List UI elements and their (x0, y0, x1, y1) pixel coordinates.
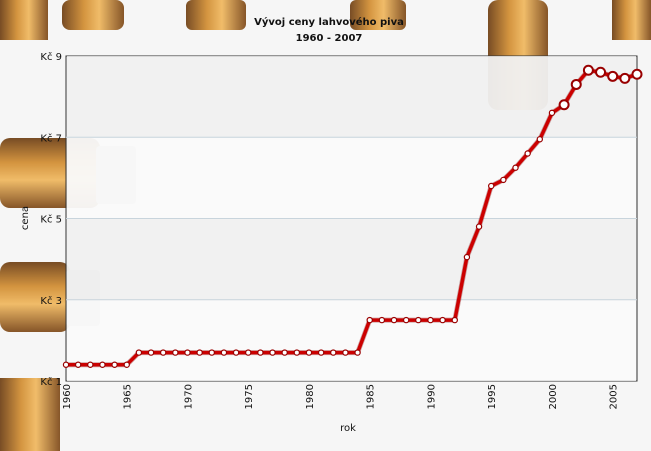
y-tick-label: Kč 1 (40, 376, 62, 388)
data-point[interactable] (330, 349, 337, 356)
data-point[interactable] (366, 316, 373, 324)
x-tick-label: 1970 (183, 384, 194, 409)
data-point[interactable] (245, 349, 252, 356)
data-point[interactable] (582, 64, 594, 76)
data-point[interactable] (451, 316, 458, 324)
data-point[interactable] (62, 361, 70, 368)
data-point[interactable] (595, 66, 607, 78)
grid-band (67, 299, 636, 381)
data-point[interactable] (220, 349, 228, 356)
data-point[interactable] (232, 349, 240, 356)
data-point[interactable] (184, 349, 191, 356)
x-tick-label: 1990 (426, 384, 437, 409)
data-point[interactable] (172, 349, 179, 356)
data-point[interactable] (463, 253, 471, 261)
data-point[interactable] (147, 349, 155, 356)
data-point[interactable] (342, 349, 349, 356)
y-tick-labels: Kč 1 Kč 3 Kč 5 Kč 7 Kč 9 (40, 51, 62, 388)
data-point[interactable] (135, 349, 143, 356)
x-tick-label: 2000 (548, 384, 559, 409)
data-point[interactable] (305, 349, 313, 356)
data-point[interactable] (415, 316, 422, 324)
x-tick-label: 1975 (244, 384, 255, 409)
data-point[interactable] (257, 349, 264, 356)
data-point[interactable] (354, 349, 361, 356)
grid-band (67, 218, 636, 300)
x-tick-label: 2005 (609, 384, 620, 409)
x-axis-title: rok (340, 423, 356, 434)
x-tick-label: 1980 (305, 384, 316, 409)
data-point[interactable] (524, 150, 531, 157)
y-axis-title: cena (20, 206, 31, 230)
data-point[interactable] (390, 316, 398, 324)
data-point[interactable] (570, 78, 582, 90)
y-tick-label: Kč 7 (40, 132, 62, 144)
chart-title: Vývoj ceny lahvového piva (254, 16, 404, 28)
data-point[interactable] (427, 316, 434, 324)
data-point[interactable] (123, 361, 130, 368)
data-point[interactable] (475, 223, 483, 230)
data-point[interactable] (74, 361, 82, 368)
x-tick-label: 1965 (123, 384, 134, 409)
x-tick-label: 1985 (366, 384, 377, 409)
data-point[interactable] (269, 349, 276, 356)
y-tick-label: Kč 3 (40, 295, 62, 307)
y-tick-label: Kč 9 (40, 51, 62, 63)
x-tick-labels: 1960 1965 1970 1975 1980 1985 1990 1995 2000 2005 (62, 384, 620, 409)
grid-band (67, 56, 636, 138)
data-point[interactable] (317, 349, 325, 356)
grid-bands (67, 56, 636, 381)
data-point[interactable] (99, 361, 106, 368)
data-point[interactable] (558, 99, 570, 111)
data-point[interactable] (607, 70, 619, 82)
data-point[interactable] (631, 68, 643, 80)
price-series (62, 64, 643, 368)
grid-band (67, 137, 636, 219)
data-point[interactable] (87, 361, 94, 368)
data-point[interactable] (281, 349, 288, 356)
data-point[interactable] (439, 316, 446, 324)
data-point[interactable] (111, 361, 118, 368)
x-tick-label: 1995 (487, 384, 498, 409)
data-point[interactable] (619, 72, 631, 84)
data-point[interactable] (378, 316, 386, 324)
data-point[interactable] (196, 349, 203, 356)
data-point[interactable] (512, 164, 519, 171)
y-tick-label: Kč 5 (40, 214, 62, 226)
data-point[interactable] (488, 182, 495, 190)
data-point[interactable] (293, 349, 301, 356)
data-point[interactable] (402, 316, 410, 324)
data-point[interactable] (208, 349, 215, 356)
x-tick-label: 1960 (62, 384, 73, 409)
data-point[interactable] (536, 136, 544, 143)
data-point[interactable] (548, 109, 556, 117)
chart-subtitle: 1960 - 2007 (296, 33, 363, 44)
data-point[interactable] (500, 176, 507, 184)
data-point[interactable] (159, 349, 167, 356)
